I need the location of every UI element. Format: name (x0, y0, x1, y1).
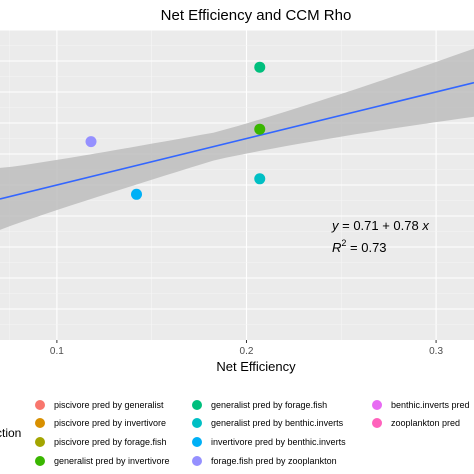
legend-label: generalist pred by forage.fish (211, 400, 327, 410)
legend-key (372, 418, 382, 428)
confidence-band (0, 48, 474, 230)
x-tick-label: 0.1 (50, 346, 64, 357)
data-point (254, 61, 266, 73)
regression-line (0, 81, 474, 200)
data-point (254, 123, 266, 135)
legend-key (35, 418, 45, 428)
r-squared-label: R2 = 0.73 (332, 238, 387, 255)
r2-part: 2 (341, 238, 346, 248)
x-axis-title: Net Efficiency (216, 359, 296, 374)
legend-key (192, 418, 202, 428)
equation-part: y (331, 218, 340, 233)
x-tick-label: 0.2 (240, 346, 254, 357)
legend-key (192, 400, 202, 410)
legend-label: piscivore pred by generalist (54, 400, 164, 410)
legend-key (35, 456, 45, 466)
legend-title: ction (0, 426, 21, 440)
legend-label: generalist pred by benthic.inverts (211, 418, 344, 428)
x-tick-label: 0.3 (429, 346, 443, 357)
data-point (254, 173, 266, 185)
legend-label: piscivore pred by invertivore (54, 418, 166, 428)
legend-label: benthic.inverts pred (391, 400, 470, 410)
chart-title: Net Efficiency and CCM Rho (161, 7, 352, 24)
plot-area: y = 0.71 + 0.78 x R2 = 0.73 (0, 29, 474, 340)
legend-key (192, 456, 202, 466)
equation-part: = 0.71 + 0.78 (339, 218, 423, 233)
legend-label: piscivore pred by forage.fish (54, 437, 167, 447)
r2-part: = 0.73 (346, 240, 386, 255)
legend-label: zooplankton pred (391, 418, 460, 428)
equation-part: x (421, 218, 429, 233)
data-point (131, 188, 143, 200)
legend-key (35, 437, 45, 447)
legend-label: generalist pred by invertivore (54, 456, 170, 466)
legend-label: invertivore pred by benthic.inverts (211, 437, 346, 447)
legend-key (372, 400, 382, 410)
legend-key (35, 400, 45, 410)
x-axis-ticks: 0.1 0.2 0.3 (50, 340, 443, 357)
legend: ction piscivore pred by generalist pisciv… (0, 400, 470, 466)
legend-key (192, 437, 202, 447)
r2-part: R (332, 240, 341, 255)
legend-label: forage.fish pred by zooplankton (211, 456, 337, 466)
equation-label: y = 0.71 + 0.78 x (331, 218, 429, 233)
data-point (85, 136, 97, 148)
